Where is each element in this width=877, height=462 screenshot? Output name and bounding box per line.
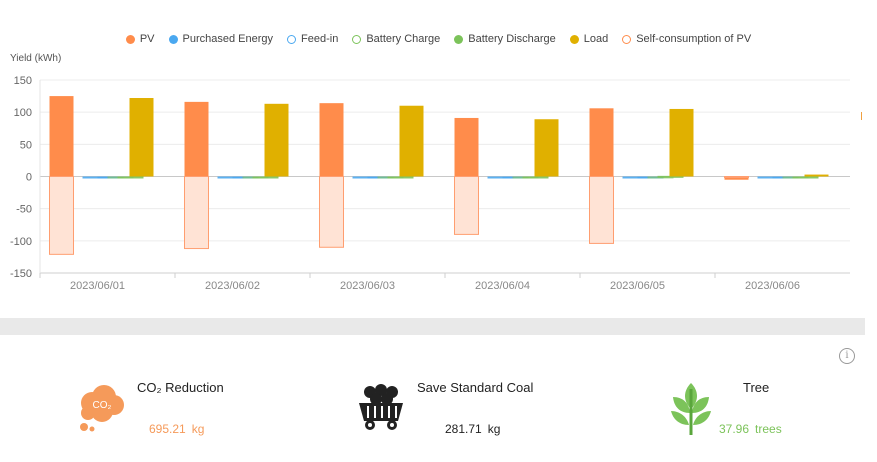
tree-title: Tree [743,380,770,395]
legend-item-pv[interactable]: PV [125,33,155,45]
bar-self-consumption-of-pv [49,176,74,255]
bar-self-consumption-of-pv [319,176,344,248]
standard-coal-value-row: 281.71 kg [445,422,506,436]
bar-pv [49,96,74,177]
legend-label: Purchased Energy [182,33,274,45]
y-tick-label: -100 [10,236,32,248]
legend-item-battery-discharge[interactable]: Battery Discharge [454,33,556,45]
co2-cloud-icon: CO₂ [80,385,124,432]
legend-label: Battery Charge [366,33,441,45]
legend-item-purchased-energy[interactable]: Purchased Energy [168,33,274,45]
legend-label: Self-consumption of PV [636,33,752,45]
bar-pv [724,176,749,180]
environmental-stats-panel: i CO₂ CO₂ Reduction 695.21 kg [0,335,877,462]
bar-load [669,108,694,177]
bar-load [804,174,829,177]
co2-reduction-value-row: 695.21 kg [149,422,210,436]
bar-chart: 150 100 50 0 -50 -100 -150 2023/06/01 2023/06/02… [10,75,850,292]
x-tick-label: 2023/06/01 [70,280,125,292]
bar-pv [454,117,479,177]
bar-load [399,105,424,177]
bar-battery-discharge [522,176,549,179]
legend-marker [352,34,362,44]
co2-reduction-stat: CO₂ CO₂ Reduction 695.21 kg [76,335,306,462]
legend-label: Feed-in [301,33,339,45]
standard-coal-title: Save Standard Coal [417,380,534,395]
bar-battery-discharge [387,176,414,179]
bar-pv [319,103,344,177]
bar-purchased-energy [487,176,514,179]
co2-icon-text: CO₂ [93,400,112,411]
tree-value-row: 37.96 trees [719,422,788,436]
x-tick-label: 2023/06/03 [340,280,395,292]
x-tick-label: 2023/06/04 [475,280,530,292]
bar-battery-discharge [657,175,684,178]
legend-item-load[interactable]: Load [569,33,609,45]
bar-load [534,119,559,177]
bar-self-consumption-of-pv [184,176,209,250]
legend-item-feed-in[interactable]: Feed-in [287,33,338,45]
bar-purchased-energy [757,176,784,179]
tree-icon [671,383,711,435]
bar-battery-discharge [792,176,819,179]
y-tick-label: 100 [14,107,32,119]
y-tick-label: -50 [16,204,32,216]
legend-item-battery-charge[interactable]: Battery Charge [352,33,440,45]
x-tick-label: 2023/06/05 [610,280,665,292]
bar-battery-discharge [117,176,144,179]
info-icon[interactable]: i [839,348,855,364]
bar-self-consumption-of-pv [454,176,479,235]
legend-marker [125,34,135,44]
legend-marker [569,34,579,44]
standard-coal-stat: Save Standard Coal 281.71 kg [356,335,586,462]
bar-purchased-energy [82,176,109,179]
co2-reduction-value: 695.21 [149,422,186,436]
bar-pv [184,101,209,177]
legend-item-self-consumption-of-pv[interactable]: Self-consumption of PV [622,33,751,45]
y-tick-label: 50 [20,139,32,151]
standard-coal-value: 281.71 [445,422,482,436]
x-tick-label: 2023/06/06 [745,280,800,292]
y-axis-label: Yield (kWh) [10,53,62,64]
legend-marker [454,34,464,44]
legend-marker [622,34,632,44]
coal-cart-icon [359,384,403,430]
bar-pv [589,108,614,177]
bar-load [264,103,289,177]
y-tick-label: 0 [26,172,32,184]
tree-stat: Tree 37.96 trees [665,335,845,462]
bar-battery-discharge [252,176,279,179]
co2-reduction-title: CO₂ Reduction [137,380,224,395]
legend-marker [287,34,297,44]
bar-load [129,98,154,177]
bar-purchased-energy [217,176,244,179]
bar-self-consumption-of-pv [724,176,749,178]
x-tick-label: 2023/06/02 [205,280,260,292]
tree-unit: trees [755,422,782,436]
y-tick-label: 150 [14,75,32,87]
bar-self-consumption-of-pv [589,176,614,244]
section-divider [0,318,865,335]
legend-marker [168,34,178,44]
co2-reduction-unit: kg [191,422,205,436]
bar-purchased-energy [352,176,379,179]
legend-label: PV [139,33,155,45]
standard-coal-unit: kg [487,422,501,436]
tree-value: 37.96 [719,422,750,436]
chart-card: PV Purchased Energy Feed-in Battery Charge B… [9,33,850,292]
legend-label: Battery Discharge [468,33,556,45]
chart-legend: PV Purchased Energy Feed-in Battery Charge B… [0,33,877,45]
edge-marker [861,112,862,120]
y-tick-label: -150 [10,268,32,280]
bar-purchased-energy [622,176,649,179]
legend-label: Load [583,33,609,45]
